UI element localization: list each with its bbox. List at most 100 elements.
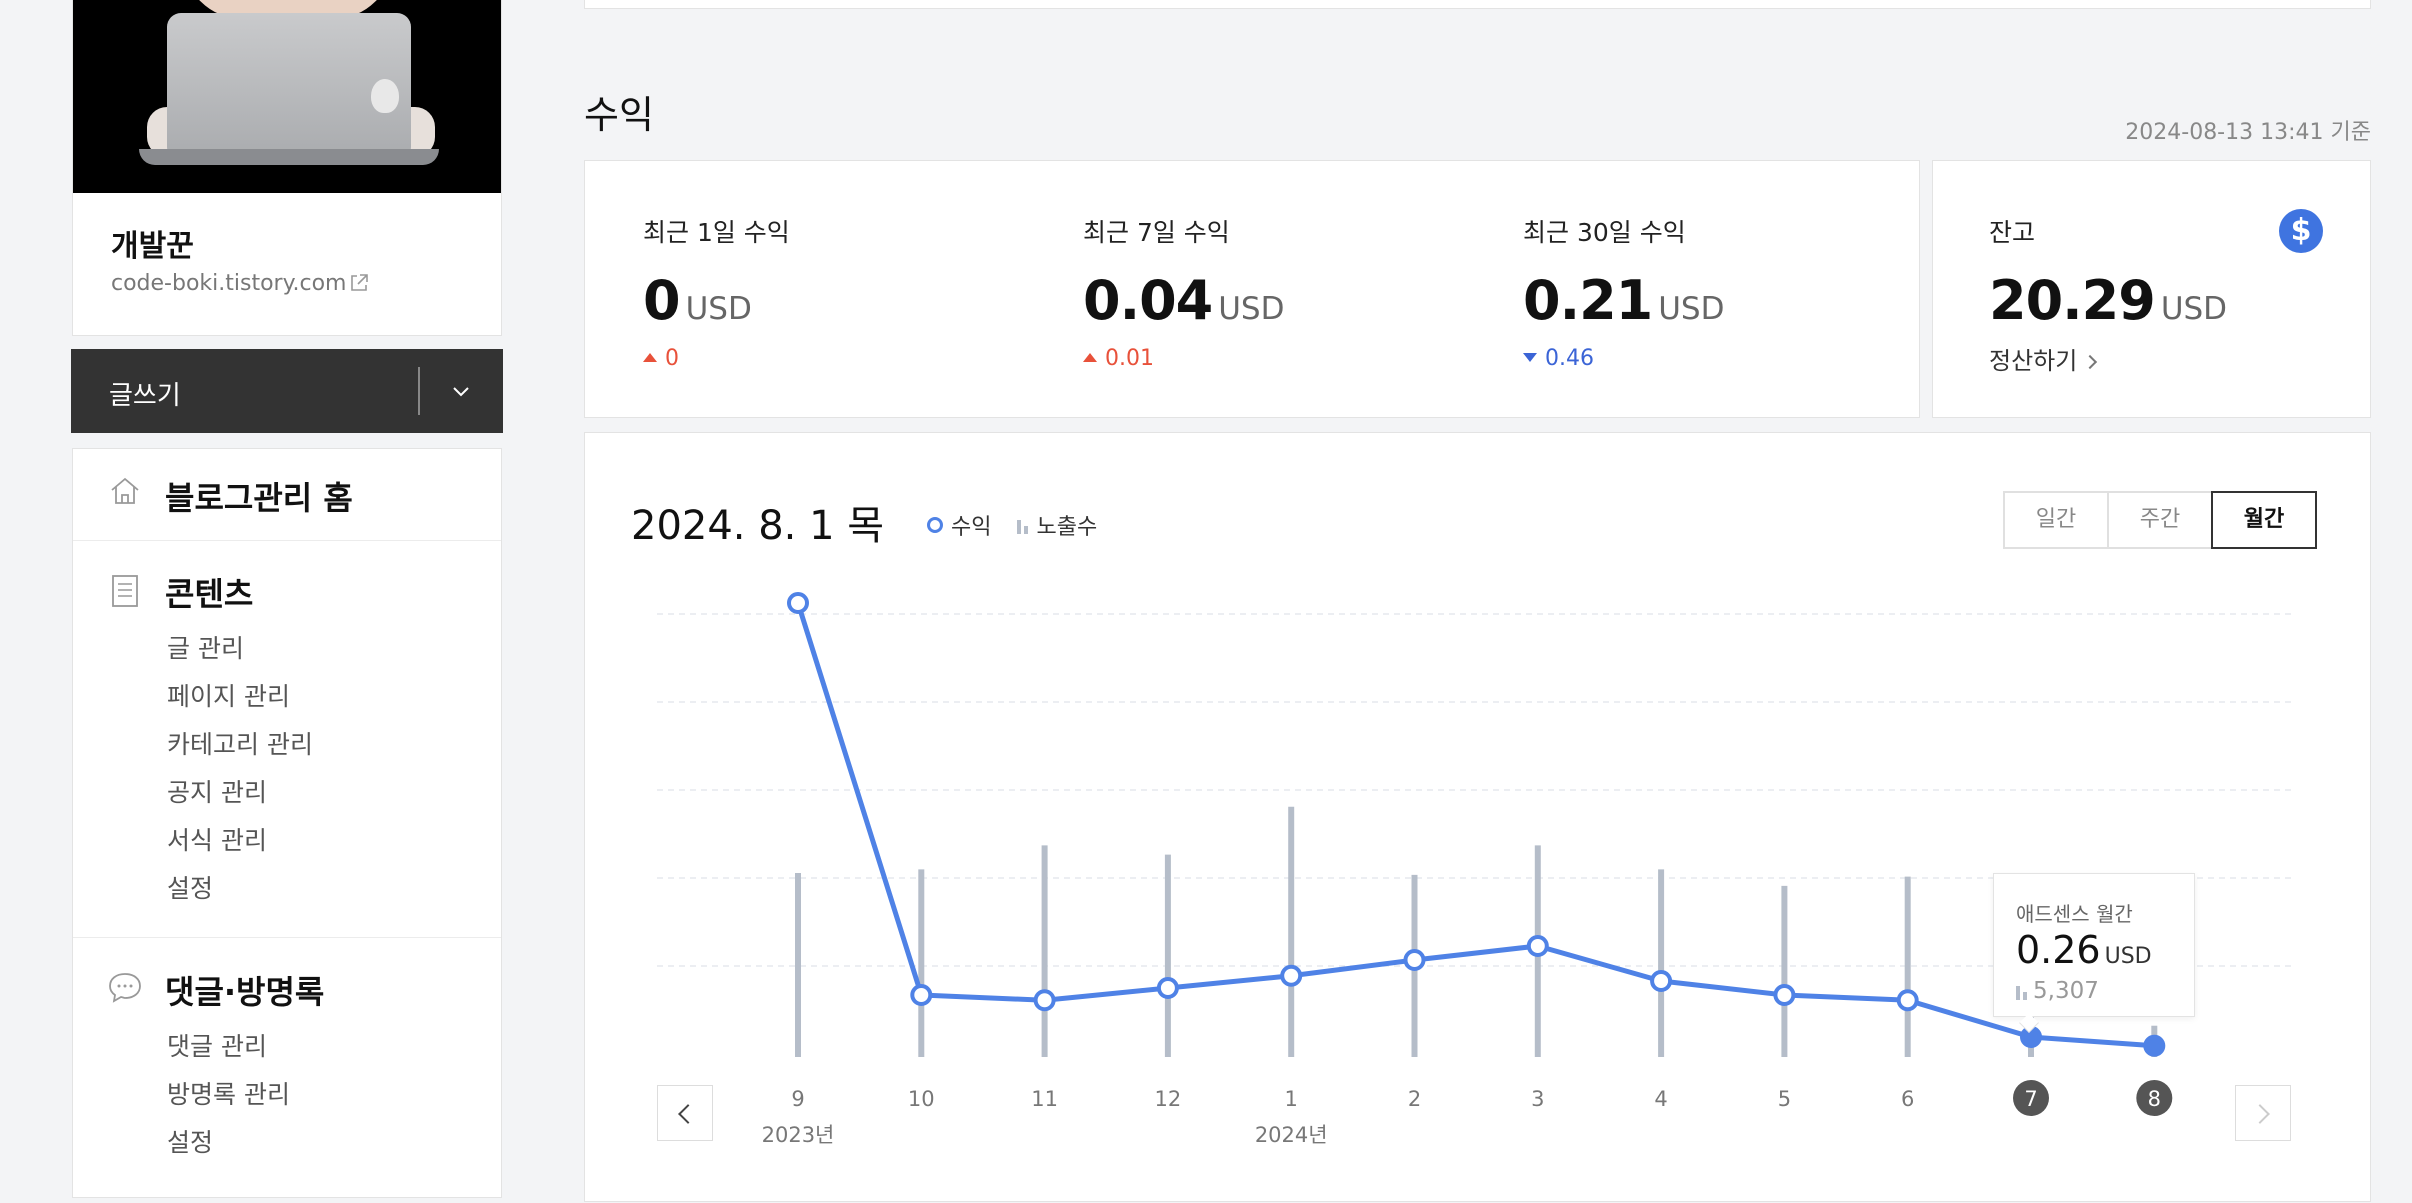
tooltip-title: 애드센스 월간 bbox=[2016, 902, 2133, 926]
x-tick-label: 8 bbox=[2148, 1087, 2161, 1111]
stat-value: 0.21 bbox=[1523, 269, 1653, 332]
tooltip-value: 0.26 bbox=[2016, 928, 2101, 972]
tick-highlight bbox=[2136, 1080, 2173, 1116]
x-tick-label: 1 bbox=[1285, 1087, 1298, 1111]
period-tabs: 일간 주간 월간 bbox=[2003, 491, 2317, 549]
menu-home-label: 블로그관리 홈 bbox=[165, 479, 353, 517]
x-tick-label: 7 bbox=[2024, 1087, 2037, 1111]
revenue-point bbox=[1650, 970, 1673, 992]
revenue-timestamp: 2024-08-13 13:41 기준 bbox=[2125, 120, 2371, 145]
stat-change-up: 0.01 bbox=[1083, 346, 1284, 371]
revenue-point bbox=[1773, 984, 1796, 1006]
document-icon bbox=[112, 575, 138, 607]
stat-unit: USD bbox=[1658, 291, 1725, 327]
x-tick-label: 5 bbox=[1778, 1087, 1791, 1111]
chart-date: 2024. 8. 1 목 bbox=[631, 503, 885, 549]
revenue-point bbox=[1156, 977, 1179, 999]
revenue-chart-card: 9 10 11 12 1 2 3 4 5 6 7 8 2023년 2024년 2024. 8. 1 목 수… bbox=[584, 432, 2371, 1202]
revenue-stats-card: 최근 1일 수익 0 USD 0 최근 7일 수익 0.04 USD 0.01 최근… bbox=[584, 160, 1920, 418]
balance-value: 20.29 bbox=[1989, 269, 2156, 332]
settle-link[interactable]: 정산하기 bbox=[1989, 341, 2098, 376]
revenue-point bbox=[1526, 935, 1549, 957]
dollar-icon: $ bbox=[2279, 209, 2323, 253]
write-label: 글쓰기 bbox=[109, 381, 181, 411]
revenue-point bbox=[1403, 949, 1426, 971]
menu-comments-title[interactable]: 댓글·방명록 bbox=[165, 973, 325, 1011]
chevron-left-icon bbox=[678, 1104, 698, 1124]
chevron-right-icon bbox=[2083, 354, 2098, 370]
stat-value: 0 bbox=[643, 269, 681, 332]
chart-next-button[interactable] bbox=[2235, 1085, 2291, 1141]
blog-url-link[interactable]: code-boki.tistory.com bbox=[111, 271, 347, 296]
year-label: 2023년 bbox=[762, 1123, 835, 1147]
profile-card: 개발꾼 code-boki.tistory.com bbox=[72, 0, 502, 336]
stat-1day: 최근 1일 수익 0 USD 0 bbox=[643, 213, 790, 371]
revenue-point bbox=[1280, 964, 1303, 987]
chevron-down-icon[interactable] bbox=[449, 379, 473, 403]
profile-image bbox=[73, 0, 501, 193]
tab-daily[interactable]: 일간 bbox=[2003, 491, 2109, 549]
stat-30day: 최근 30일 수익 0.21 USD 0.46 bbox=[1523, 213, 1724, 371]
external-link-icon[interactable] bbox=[349, 273, 369, 293]
write-button[interactable]: 글쓰기 bbox=[71, 349, 503, 433]
tab-monthly[interactable]: 월간 bbox=[2211, 491, 2317, 549]
x-tick-label: 10 bbox=[908, 1087, 935, 1111]
admin-menu: 블로그관리 홈 콘텐츠 글 관리 페이지 관리 카테고리 관리 공지 관리 서식… bbox=[72, 448, 502, 1198]
menu-category-manage[interactable]: 카테고리 관리 bbox=[167, 730, 313, 759]
stat-label: 최근 1일 수익 bbox=[643, 218, 790, 247]
x-tick-label: 11 bbox=[1031, 1087, 1058, 1111]
year-label: 2024년 bbox=[1255, 1123, 1328, 1147]
chart-tooltip: 애드센스 월간 0.26 USD 5,307 bbox=[1993, 873, 2195, 1033]
tab-weekly[interactable]: 주간 bbox=[2107, 491, 2213, 549]
blog-name: 개발꾼 bbox=[111, 229, 194, 264]
menu-comments-settings[interactable]: 설정 bbox=[167, 1128, 214, 1157]
tick-highlight bbox=[2013, 1080, 2049, 1116]
legend-impressions-label: 노출수 bbox=[1036, 515, 1098, 540]
x-tick-label: 3 bbox=[1531, 1087, 1544, 1111]
menu-divider bbox=[73, 937, 501, 938]
tooltip-impressions: 5,307 bbox=[2016, 978, 2099, 1004]
legend-revenue-marker bbox=[927, 517, 943, 533]
stat-change-down: 0.46 bbox=[1523, 346, 1724, 371]
menu-comment-manage[interactable]: 댓글 관리 bbox=[167, 1032, 267, 1061]
home-icon bbox=[111, 477, 139, 504]
top-card-edge bbox=[584, 0, 2371, 9]
up-arrow-icon bbox=[643, 353, 657, 362]
x-tick-label: 2 bbox=[1408, 1087, 1421, 1111]
menu-home[interactable]: 블로그관리 홈 bbox=[73, 449, 501, 541]
menu-guestbook-manage[interactable]: 방명록 관리 bbox=[167, 1080, 290, 1109]
down-arrow-icon bbox=[1523, 353, 1537, 362]
chevron-right-icon bbox=[2250, 1104, 2270, 1124]
revenue-point bbox=[2143, 1034, 2166, 1057]
stat-label: 최근 7일 수익 bbox=[1083, 218, 1230, 247]
revenue-point bbox=[1033, 989, 1056, 1012]
chart-legend: 수익 노출수 bbox=[927, 509, 1097, 541]
x-tick-label: 12 bbox=[1155, 1087, 1182, 1111]
menu-content-settings[interactable]: 설정 bbox=[167, 874, 214, 903]
chart-prev-button[interactable] bbox=[657, 1085, 713, 1141]
menu-post-manage[interactable]: 글 관리 bbox=[167, 634, 244, 663]
stat-label: 최근 30일 수익 bbox=[1523, 218, 1686, 247]
comment-icon bbox=[109, 973, 141, 1003]
stat-unit: USD bbox=[685, 291, 752, 327]
write-divider bbox=[418, 367, 420, 415]
x-tick-label: 9 bbox=[791, 1087, 804, 1111]
stat-change-up: 0 bbox=[643, 346, 790, 371]
x-tick-label: 6 bbox=[1901, 1087, 1914, 1111]
legend-impressions-marker bbox=[1017, 516, 1029, 534]
balance-unit: USD bbox=[2160, 291, 2228, 327]
revenue-title: 수익 bbox=[584, 93, 654, 137]
menu-notice-manage[interactable]: 공지 관리 bbox=[167, 778, 267, 807]
stat-balance: 잔고 20.29 USD bbox=[1989, 213, 2227, 332]
balance-label: 잔고 bbox=[1989, 218, 2036, 247]
tooltip-unit: USD bbox=[2104, 944, 2152, 969]
revenue-point bbox=[910, 984, 933, 1006]
up-arrow-icon bbox=[1083, 353, 1097, 362]
menu-content-title[interactable]: 콘텐츠 bbox=[165, 575, 254, 613]
impressions-icon bbox=[2016, 982, 2027, 1000]
menu-page-manage[interactable]: 페이지 관리 bbox=[167, 682, 290, 711]
stat-value: 0.04 bbox=[1083, 269, 1213, 332]
revenue-point bbox=[1896, 989, 1919, 1012]
menu-template-manage[interactable]: 서식 관리 bbox=[167, 826, 267, 855]
